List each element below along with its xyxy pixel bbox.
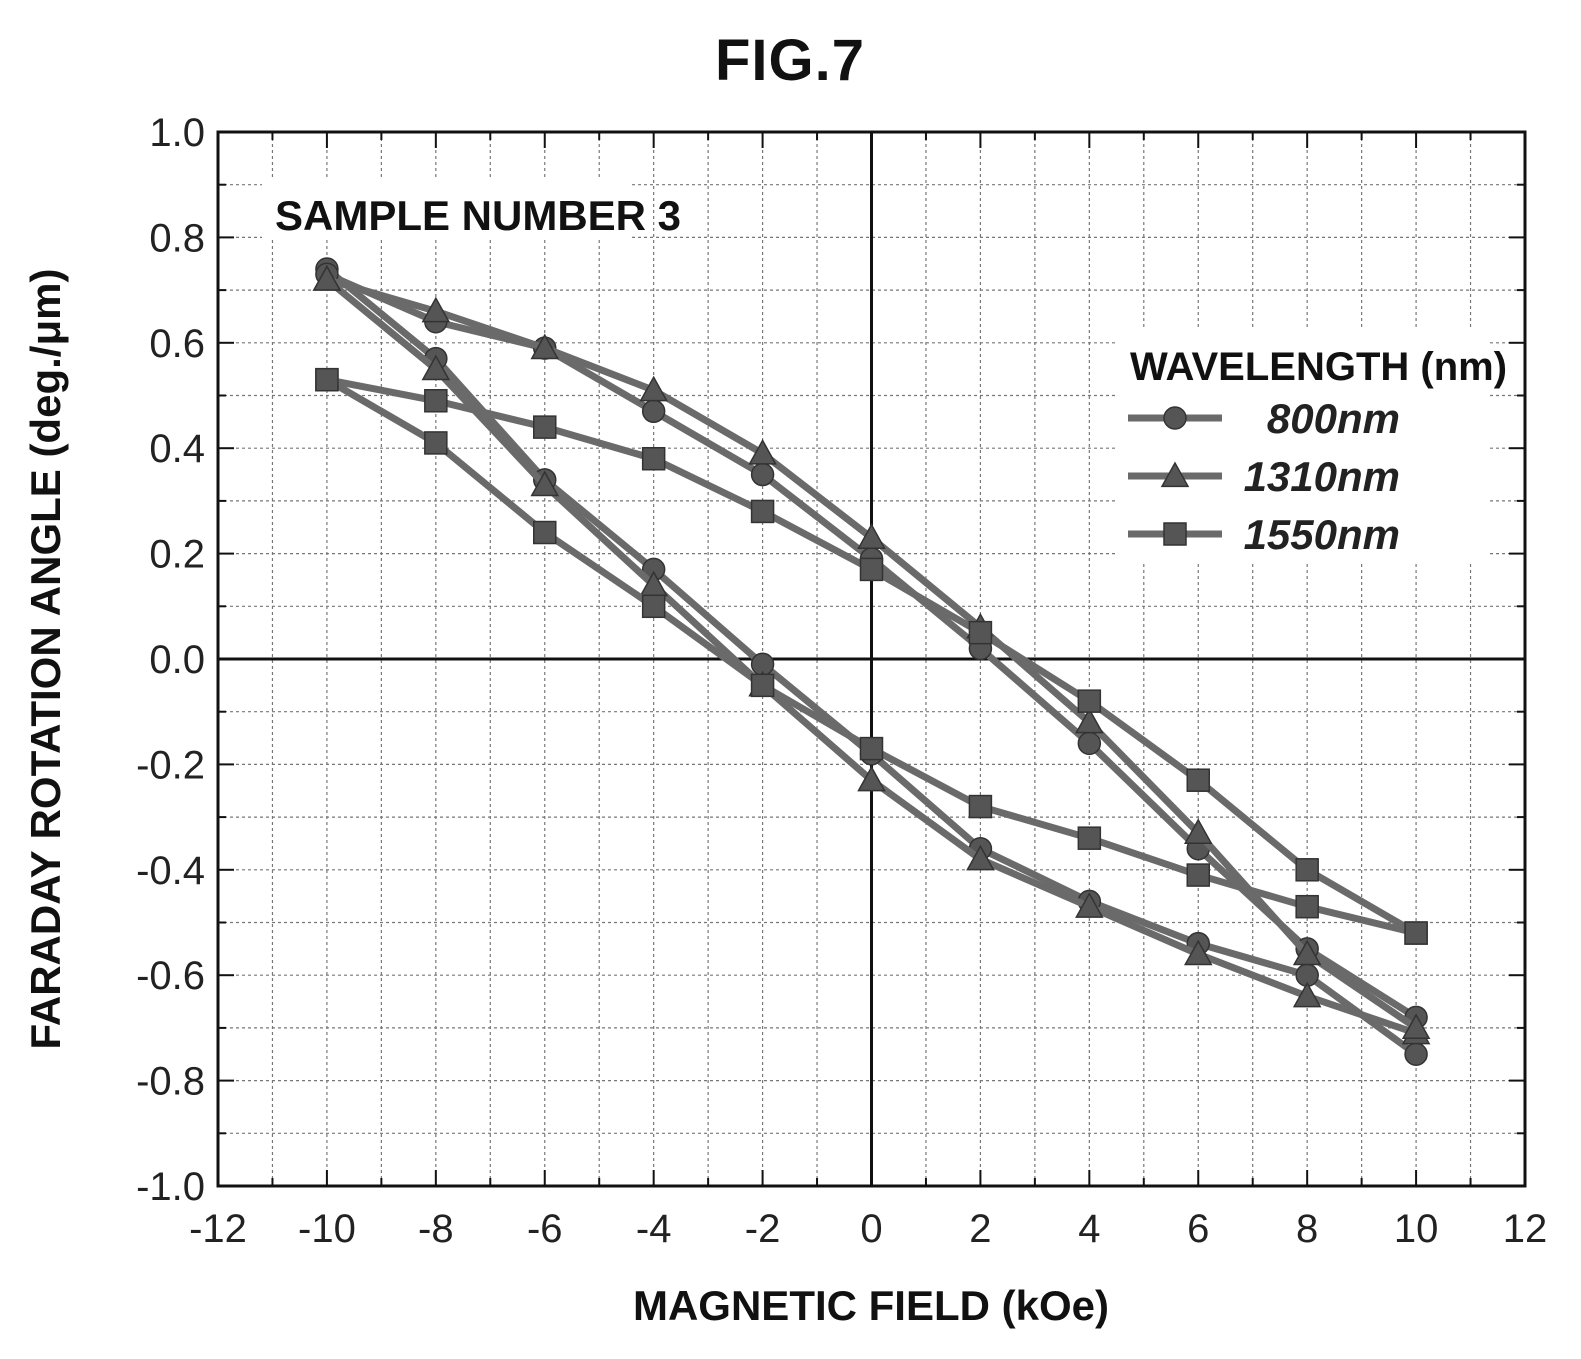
legend-label-1310nm: 1310nm: [1244, 453, 1400, 500]
legend: WAVELENGTH (nm) 800nm 1310nm 1550nm: [1118, 330, 1507, 562]
data-point-1550nm: [1295, 894, 1319, 919]
x-tick-label: 10: [1394, 1207, 1439, 1251]
data-point-1310nm: [966, 844, 995, 871]
y-tick-label: 0.4: [149, 427, 205, 471]
sample-annotation: SAMPLE NUMBER 3: [262, 178, 681, 240]
x-tick-label: -8: [418, 1207, 454, 1251]
data-point-800nm: [1404, 1042, 1428, 1066]
data-point-1310nm: [1183, 939, 1213, 966]
data-point-1550nm: [1077, 689, 1102, 713]
data-point-800nm: [1077, 731, 1102, 756]
x-tick-labels: -12 -10 -8 -6 -4 -2 0 2 4 6 8 10 12: [189, 1207, 1547, 1251]
data-point-1550nm: [750, 499, 775, 524]
data-point-1550nm: [1295, 858, 1319, 882]
data-point-1550nm: [968, 794, 993, 819]
y-tick-label: 0.0: [149, 638, 205, 682]
series-1550nm: [315, 367, 1428, 945]
data-point-1310nm: [639, 375, 668, 402]
data-point-1310nm: [530, 333, 560, 360]
y-tick-label: -0.2: [136, 743, 205, 787]
data-point-1550nm: [424, 431, 448, 455]
sample-label: SAMPLE NUMBER 3: [275, 192, 681, 239]
legend-marker-1550nm: [1163, 522, 1187, 546]
data-point-1310nm: [312, 265, 342, 291]
y-tick-label: 1.0: [149, 111, 205, 155]
y-tick-labels: 1.0 0.8 0.6 0.4 0.2 0.0 -0.2 -0.4 -0.6 -0.8 -1.0: [136, 111, 205, 1209]
y-tick-label: -0.8: [136, 1060, 205, 1104]
zero-lines: [218, 132, 1525, 1186]
data-point-1310nm: [1292, 981, 1322, 1008]
x-tick-label: -10: [298, 1207, 356, 1251]
data-point-1310nm: [1075, 892, 1104, 918]
data-point-1310nm: [857, 765, 886, 792]
legend-label-1550nm: 1550nm: [1244, 511, 1400, 558]
data-point-1550nm: [315, 367, 339, 392]
legend-label-800nm: 800nm: [1267, 395, 1400, 442]
data-point-1550nm: [859, 736, 884, 761]
x-tick-label: -6: [527, 1207, 563, 1251]
y-tick-label: 0.8: [149, 216, 205, 260]
data-point-1310nm: [1183, 818, 1213, 845]
axis-ticks: [217, 131, 1526, 1187]
data-point-1550nm: [533, 520, 557, 545]
data-point-1550nm: [533, 415, 557, 439]
grid: [218, 132, 1525, 1186]
data-point-1550nm: [859, 557, 884, 582]
x-tick-label: 2: [969, 1207, 991, 1251]
data-point-1550nm: [750, 673, 775, 698]
data-point-1310nm: [1292, 939, 1322, 966]
x-tick-label: -4: [636, 1207, 672, 1251]
legend-marker-1310nm: [1160, 461, 1190, 488]
data-point-1550nm: [641, 446, 666, 471]
data-point-1310nm: [1075, 707, 1104, 734]
y-tick-label: -1.0: [136, 1165, 205, 1209]
data-point-1310nm: [421, 354, 451, 381]
data-point-1310nm: [1401, 1013, 1431, 1040]
figure-title: FIG.7: [715, 28, 865, 93]
data-point-1550nm: [424, 389, 448, 413]
legend-title: WAVELENGTH (nm): [1130, 345, 1507, 389]
data-point-1550nm: [1077, 826, 1102, 850]
data-point-1550nm: [641, 594, 666, 619]
x-tick-label: 12: [1503, 1207, 1548, 1251]
data-point-1550nm: [1404, 921, 1428, 945]
data-point-800nm: [641, 399, 666, 424]
x-tick-label: 4: [1078, 1207, 1100, 1251]
y-tick-label: 0.2: [149, 533, 205, 577]
legend-marker-800nm: [1163, 406, 1187, 430]
x-axis-label: MAGNETIC FIELD (kOe): [633, 1282, 1109, 1329]
data-point-1310nm: [530, 470, 560, 497]
series-layer: [312, 257, 1431, 1066]
x-tick-label: 0: [860, 1207, 882, 1251]
data-point-1310nm: [421, 296, 451, 323]
x-tick-label: 6: [1187, 1207, 1209, 1251]
data-point-800nm: [750, 462, 775, 487]
y-axis-label: FARADAY ROTATION ANGLE (deg./μm): [22, 269, 69, 1050]
x-tick-label: 8: [1296, 1207, 1318, 1251]
data-point-1550nm: [1186, 863, 1210, 887]
data-point-1550nm: [968, 620, 993, 645]
data-point-1310nm: [748, 438, 777, 465]
data-point-1550nm: [1186, 768, 1210, 792]
x-tick-label: -2: [745, 1207, 781, 1251]
x-tick-label: -12: [189, 1207, 247, 1251]
y-tick-label: 0.6: [149, 322, 205, 366]
y-tick-label: -0.6: [136, 954, 205, 998]
data-point-1310nm: [857, 523, 886, 549]
y-tick-label: -0.4: [136, 849, 205, 893]
